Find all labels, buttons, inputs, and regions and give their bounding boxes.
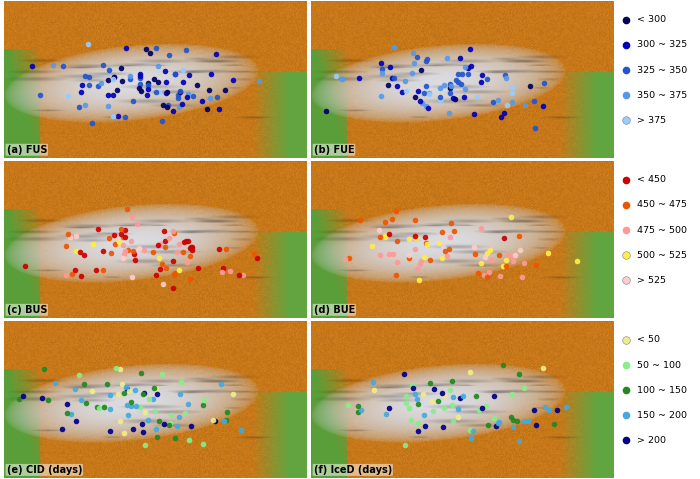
Text: (e) CID (days): (e) CID (days) — [6, 465, 82, 475]
Text: 350 ~ 375: 350 ~ 375 — [638, 91, 687, 100]
Text: (b) FUE: (b) FUE — [314, 145, 354, 155]
Text: 150 ~ 200: 150 ~ 200 — [638, 411, 687, 420]
Text: < 450: < 450 — [638, 175, 666, 184]
Text: (d) BUE: (d) BUE — [314, 305, 355, 315]
Text: < 300: < 300 — [638, 15, 666, 24]
Text: 475 ~ 500: 475 ~ 500 — [638, 226, 687, 235]
Text: 300 ~ 325: 300 ~ 325 — [638, 40, 687, 49]
Text: > 525: > 525 — [638, 276, 666, 285]
Text: 100 ~ 150: 100 ~ 150 — [638, 386, 687, 395]
Text: < 50: < 50 — [638, 335, 661, 344]
Text: > 200: > 200 — [638, 436, 666, 445]
Text: > 375: > 375 — [638, 116, 666, 125]
Text: (a) FUS: (a) FUS — [6, 145, 47, 155]
Text: 450 ~ 475: 450 ~ 475 — [638, 201, 687, 209]
Text: 50 ~ 100: 50 ~ 100 — [638, 361, 682, 369]
Text: 325 ~ 350: 325 ~ 350 — [638, 66, 687, 75]
Text: 500 ~ 525: 500 ~ 525 — [638, 251, 687, 260]
Text: (f) IceD (days): (f) IceD (days) — [314, 465, 392, 475]
Text: (c) BUS: (c) BUS — [6, 305, 47, 315]
